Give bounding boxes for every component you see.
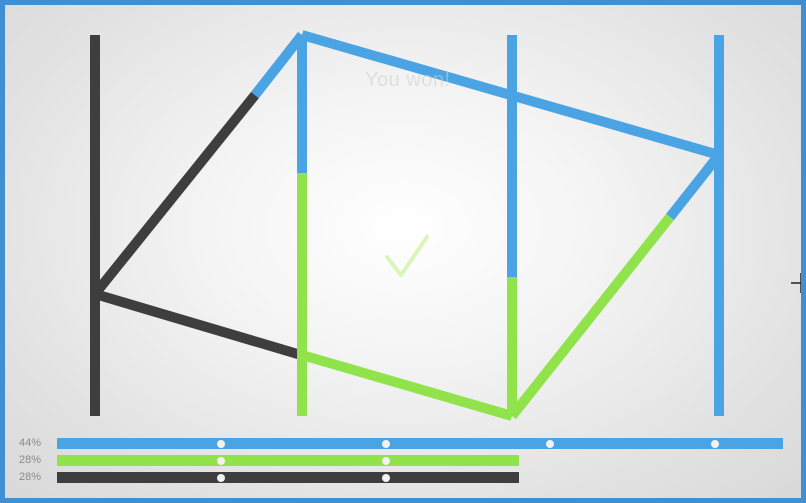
- score-row-blue: 44%: [5, 436, 801, 450]
- score-marker-dot: [381, 473, 390, 482]
- green-player-lines: [297, 173, 674, 421]
- score-marker-dot: [217, 473, 225, 482]
- blue-edge-right[interactable]: [666, 151, 723, 221]
- win-message: You won!: [365, 69, 451, 91]
- dark-player-lines: [90, 35, 303, 416]
- score-label-blue: 44%: [19, 437, 42, 449]
- score-label-green: 28%: [19, 454, 42, 466]
- check-icon: [385, 235, 429, 277]
- dark-edge-upper[interactable]: [91, 91, 259, 298]
- green-edge-right[interactable]: [508, 213, 674, 420]
- score-bar-dark: [57, 472, 519, 483]
- score-marker-dot: [217, 456, 225, 465]
- score-bar-green: [57, 455, 519, 466]
- green-edge-bottom[interactable]: [300, 350, 514, 421]
- score-row-green: 28%: [5, 453, 801, 467]
- blue-edge-left[interactable]: [251, 31, 306, 99]
- crosshair-cursor-icon: [791, 273, 801, 293]
- score-bar-blue: [57, 438, 783, 449]
- score-marker-dot: [546, 439, 554, 448]
- score-row-dark: 28%: [5, 470, 801, 484]
- score-panel: 44% 28% 28%: [5, 433, 801, 493]
- score-marker-dot: [381, 456, 390, 465]
- score-marker-dot: [217, 439, 225, 448]
- score-label-dark: 28%: [19, 471, 42, 483]
- score-marker-dot: [710, 439, 719, 448]
- blue-player-lines: [251, 30, 724, 416]
- score-marker-dot: [381, 439, 390, 448]
- dark-edge-lower[interactable]: [93, 289, 303, 360]
- game-board: [90, 30, 724, 421]
